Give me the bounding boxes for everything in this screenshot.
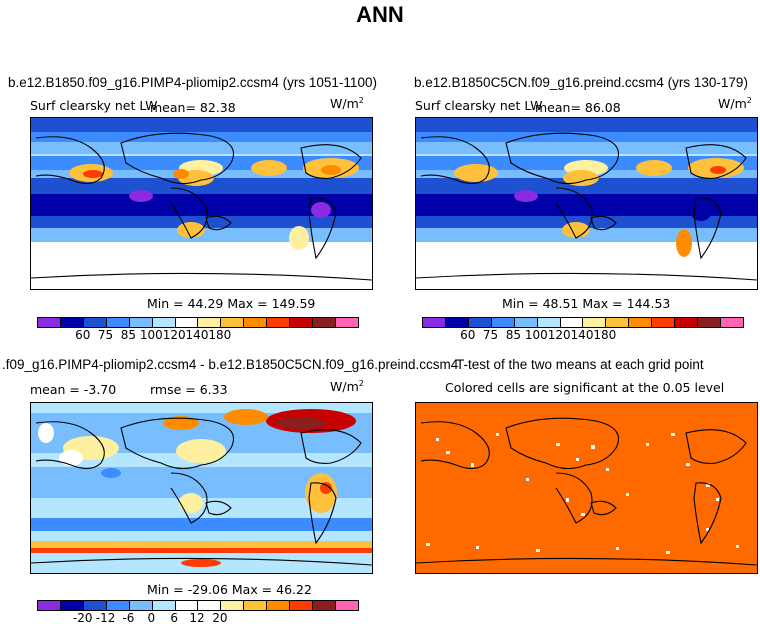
colorbar-swatch <box>83 601 107 610</box>
panel3-colorbar <box>37 600 359 611</box>
colorbar-swatch <box>468 318 492 327</box>
colorbar-swatch <box>583 318 607 327</box>
panel2-variable: Surf clearsky net LW <box>415 98 543 113</box>
panel1-variable: Surf clearsky net LW <box>30 98 158 113</box>
panel1-mean: mean= 82.38 <box>150 100 236 115</box>
colorbar-swatch <box>335 318 358 327</box>
colorbar-swatch <box>606 318 630 327</box>
colorbar-swatch <box>198 601 222 610</box>
colorbar-tick-label: 12 <box>189 611 205 625</box>
colorbar-swatch <box>675 318 699 327</box>
colorbar-tick-label: -6 <box>122 611 135 625</box>
colorbar-swatch <box>335 601 358 610</box>
colorbar-tick-label: 140 <box>185 328 209 342</box>
panel4-case-title: T-test of the two means at each grid poi… <box>456 357 704 372</box>
colorbar-tick-label: 6 <box>170 611 178 625</box>
colorbar-swatch <box>290 318 314 327</box>
panel1-units: W/m2 <box>330 96 364 112</box>
panel4-subtitle: Colored cells are significant at the 0.0… <box>445 380 725 395</box>
colorbar-tick-label: 75 <box>97 328 114 342</box>
colorbar-swatch <box>560 318 584 327</box>
colorbar-tick-label: 180 <box>593 328 617 342</box>
panel2-minmax: Min = 48.51 Max = 144.53 <box>502 296 671 311</box>
colorbar-tick-label: 140 <box>570 328 594 342</box>
colorbar-tick-label: 60 <box>75 328 91 342</box>
panel1-colorbar-ticks: 60 75 85 100 120 140 180 <box>37 328 357 342</box>
colorbar-swatch <box>267 318 291 327</box>
colorbar-tick-label: 60 <box>460 328 476 342</box>
colorbar-swatch <box>38 601 61 610</box>
panel2-map <box>415 117 758 290</box>
panel1-case-title: b.e12.B1850.f09_g16.PIMP4-pliomip2.ccsm4… <box>8 75 377 90</box>
panel2-colorbar-ticks: 60 75 85 100 120 140 180 <box>422 328 742 342</box>
colorbar-tick-label: 85 <box>505 328 522 342</box>
colorbar-tick-label: 0 <box>147 611 156 625</box>
colorbar-tick-label: 100 <box>139 328 163 342</box>
panel3-minmax: Min = -29.06 Max = 46.22 <box>147 582 312 597</box>
colorbar-swatch <box>720 318 743 327</box>
colorbar-tick-label: 20 <box>212 611 228 625</box>
colorbar-swatch <box>445 318 469 327</box>
panel3-mean: mean = -3.70 <box>30 382 117 397</box>
colorbar-swatch <box>290 601 314 610</box>
panel3-rmse: rmse = 6.33 <box>150 382 228 397</box>
colorbar-tick-label: 120 <box>547 328 571 342</box>
plot-title: ANN <box>356 2 404 27</box>
colorbar-swatch <box>221 318 245 327</box>
panel1-map <box>30 117 373 290</box>
colorbar-swatch <box>629 318 653 327</box>
colorbar-swatch <box>652 318 676 327</box>
colorbar-swatch <box>198 318 222 327</box>
colorbar-swatch <box>313 318 336 327</box>
colorbar-tick-label: -20 <box>72 611 93 625</box>
colorbar-swatch <box>152 318 176 327</box>
panel2-case-title: b.e12.B1850C5CN.f09_g16.preind.ccsm4 (yr… <box>414 75 748 90</box>
colorbar-tick-label: 100 <box>524 328 548 342</box>
colorbar-swatch <box>38 318 61 327</box>
colorbar-swatch <box>83 318 107 327</box>
colorbar-tick-label: 85 <box>120 328 137 342</box>
colorbar-swatch <box>175 601 199 610</box>
colorbar-swatch <box>491 318 515 327</box>
panel1-minmax: Min = 44.29 Max = 149.59 <box>147 296 316 311</box>
panel2-colorbar <box>422 317 744 328</box>
panel3-case-title: .f09_g16.PIMP4-pliomip2.ccsm4 - b.e12.B1… <box>2 357 459 372</box>
panel4-map <box>415 402 758 574</box>
colorbar-swatch <box>267 601 291 610</box>
colorbar-swatch <box>106 318 130 327</box>
colorbar-tick-label: 75 <box>482 328 499 342</box>
colorbar-swatch <box>106 601 130 610</box>
colorbar-swatch <box>60 318 84 327</box>
panel3-units: W/m2 <box>330 379 364 395</box>
colorbar-tick-label: -12 <box>95 611 116 625</box>
colorbar-swatch <box>175 318 199 327</box>
colorbar-swatch <box>129 318 153 327</box>
colorbar-swatch <box>152 601 176 610</box>
colorbar-swatch <box>423 318 446 327</box>
colorbar-tick-label: 120 <box>162 328 186 342</box>
colorbar-swatch <box>698 318 721 327</box>
colorbar-swatch <box>514 318 538 327</box>
colorbar-swatch <box>537 318 561 327</box>
panel1-colorbar <box>37 317 359 328</box>
panel2-mean: mean= 86.08 <box>535 100 621 115</box>
colorbar-swatch <box>244 318 268 327</box>
panel2-units: W/m2 <box>718 96 752 112</box>
colorbar-swatch <box>244 601 268 610</box>
colorbar-tick-label: 180 <box>208 328 232 342</box>
colorbar-swatch <box>221 601 245 610</box>
colorbar-swatch <box>60 601 84 610</box>
panel3-colorbar-ticks: -20 -12 -6 0 6 12 20 <box>37 611 357 625</box>
colorbar-swatch <box>313 601 336 610</box>
colorbar-swatch <box>129 601 153 610</box>
panel3-map <box>30 402 373 574</box>
